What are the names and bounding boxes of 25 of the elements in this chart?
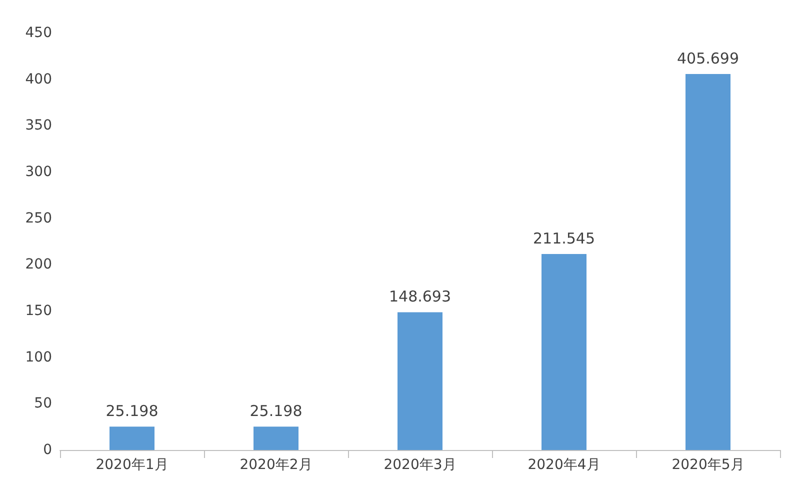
y-tick-label: 0 bbox=[43, 442, 52, 458]
data-label: 211.545 bbox=[532, 229, 596, 248]
y-tick-label: 250 bbox=[25, 210, 52, 226]
data-label: 405.699 bbox=[676, 50, 740, 68]
x-tick-label: 2020年2月 bbox=[240, 457, 312, 473]
x-tick-label: 2020年1月 bbox=[96, 457, 168, 473]
x-tick-label: 2020年4月 bbox=[528, 457, 600, 473]
data-label: 25.198 bbox=[250, 402, 302, 420]
y-tick-label: 450 bbox=[25, 25, 52, 41]
bar bbox=[254, 426, 298, 450]
bar bbox=[398, 312, 442, 450]
y-tick-label: 150 bbox=[25, 303, 52, 319]
x-tick-label: 2020年5月 bbox=[672, 457, 744, 473]
x-tick-label: 2020年3月 bbox=[384, 457, 456, 473]
data-label: 148.693 bbox=[388, 288, 452, 306]
bar bbox=[110, 426, 154, 450]
bar bbox=[542, 254, 586, 450]
y-tick-label: 100 bbox=[25, 349, 52, 366]
y-tick-label: 200 bbox=[25, 256, 52, 273]
bar bbox=[686, 74, 730, 450]
y-tick-label: 50 bbox=[34, 396, 52, 412]
data-label: 25.198 bbox=[106, 402, 158, 420]
y-tick-label: 350 bbox=[25, 118, 52, 134]
y-tick-label: 400 bbox=[25, 71, 52, 88]
y-tick-label: 300 bbox=[25, 164, 52, 180]
